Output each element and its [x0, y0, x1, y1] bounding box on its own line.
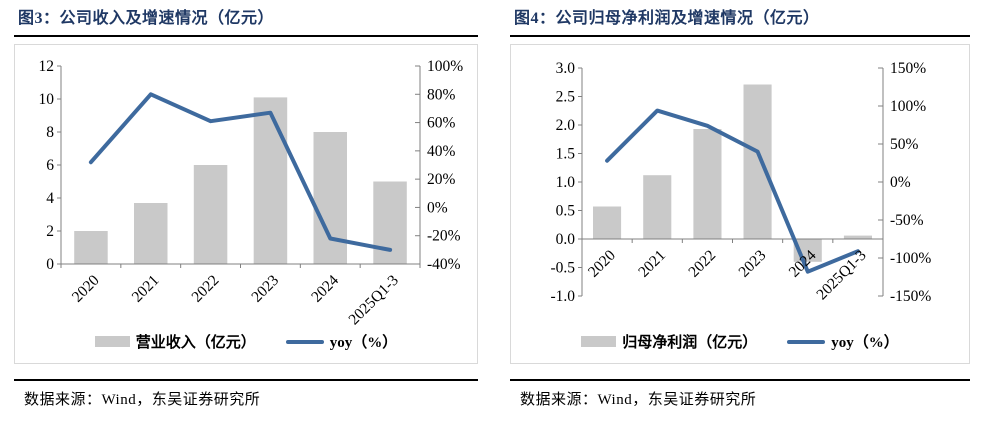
svg-text:2025Q1-3: 2025Q1-3 — [345, 272, 402, 329]
legend-item-yoy: yoy（%） — [787, 331, 899, 352]
svg-text:2020: 2020 — [69, 272, 103, 306]
legend-item-revenue: 营业收入（亿元） — [94, 331, 256, 352]
legend-label-net-profit: 归母净利润（亿元） — [622, 335, 758, 351]
svg-text:10: 10 — [39, 91, 55, 108]
bar-swatch-icon — [581, 336, 617, 347]
svg-text:-100%: -100% — [890, 250, 931, 267]
svg-text:8: 8 — [46, 124, 54, 141]
svg-text:0.0: 0.0 — [556, 231, 576, 248]
svg-text:0%: 0% — [890, 174, 911, 191]
svg-text:6: 6 — [46, 157, 54, 174]
figure-3-source-divider — [14, 379, 478, 381]
figure-3-title-underline — [14, 35, 478, 37]
svg-text:2.0: 2.0 — [556, 117, 576, 134]
legend-label-yoy: yoy（%） — [831, 335, 899, 351]
svg-text:2023: 2023 — [248, 272, 282, 306]
svg-text:1.5: 1.5 — [556, 146, 576, 163]
svg-text:0%: 0% — [427, 199, 448, 216]
figure-4-chart-area: 3.0 2.5 2.0 1.5 1.0 0.5 0.0 -0.5 -1.0 150% 100% 50%… — [510, 44, 970, 364]
net-profit-yoy-chart: 3.0 2.5 2.0 1.5 1.0 0.5 0.0 -0.5 -1.0 150% 100% 50%… — [550, 60, 931, 305]
figure-3-title: 图3：公司收入及增速情况（亿元） — [18, 10, 275, 27]
svg-text:-0.5: -0.5 — [550, 260, 575, 277]
svg-text:12: 12 — [39, 58, 55, 75]
legend-label-revenue: 营业收入（亿元） — [135, 335, 256, 351]
legend-item-net-profit: 归母净利润（亿元） — [581, 331, 757, 352]
line-swatch-icon — [787, 339, 826, 344]
svg-text:2022: 2022 — [685, 247, 719, 281]
svg-text:2.5: 2.5 — [556, 89, 576, 106]
figure-4-title: 图4：公司归母净利润及增速情况（亿元） — [514, 10, 820, 27]
figure-4-legend: 归母净利润（亿元） yoy（%） — [511, 331, 969, 352]
svg-text:2024: 2024 — [308, 272, 342, 306]
svg-text:4: 4 — [46, 190, 54, 207]
figure-3-source-note: 数据来源：Wind，东吴证券研究所 — [24, 392, 261, 408]
figure-4-source-divider — [510, 379, 970, 381]
svg-text:2021: 2021 — [635, 247, 669, 281]
svg-text:100%: 100% — [427, 58, 463, 75]
figure-3-legend: 营业收入（亿元） yoy（%） — [15, 331, 477, 352]
svg-text:0: 0 — [46, 256, 54, 273]
svg-text:2021: 2021 — [129, 272, 163, 306]
svg-text:2023: 2023 — [735, 247, 769, 281]
svg-text:40%: 40% — [427, 143, 456, 160]
svg-text:100%: 100% — [890, 98, 926, 115]
svg-text:2022: 2022 — [188, 272, 222, 306]
legend-item-yoy: yoy（%） — [285, 331, 398, 352]
svg-text:50%: 50% — [890, 136, 919, 153]
figure-3-panel: 图3：公司收入及增速情况（亿元） 12 10 8 6 4 2 0 100% 80% 60% 40% 2… — [14, 6, 478, 409]
revenue-yoy-chart: 12 10 8 6 4 2 0 100% 80% 60% 40% 20% 0% -20% -40% 2020 2… — [39, 58, 464, 329]
svg-text:-40%: -40% — [427, 256, 461, 273]
figure-3-chart-area: 12 10 8 6 4 2 0 100% 80% 60% 40% 20% 0% -20% -40% 2020 2… — [14, 44, 478, 364]
svg-text:3.0: 3.0 — [556, 60, 576, 77]
svg-text:0.5: 0.5 — [556, 203, 576, 220]
svg-text:150%: 150% — [890, 60, 926, 77]
svg-text:-20%: -20% — [427, 228, 461, 245]
svg-text:20%: 20% — [427, 171, 456, 188]
svg-text:-50%: -50% — [890, 212, 924, 229]
legend-label-yoy: yoy（%） — [329, 335, 398, 351]
svg-text:60%: 60% — [427, 115, 456, 132]
svg-text:-150%: -150% — [890, 288, 931, 305]
figure-4-panel: 图4：公司归母净利润及增速情况（亿元） 3.0 2.5 2.0 1.5 1.0 0.5 0.… — [510, 6, 970, 409]
svg-text:-1.0: -1.0 — [550, 288, 575, 305]
svg-text:80%: 80% — [427, 86, 456, 103]
svg-text:1.0: 1.0 — [556, 174, 576, 191]
svg-text:2: 2 — [46, 223, 54, 240]
figure-4-source-note: 数据来源：Wind，东吴证券研究所 — [520, 392, 757, 408]
bar-swatch-icon — [94, 336, 130, 347]
figure-4-title-underline — [510, 35, 970, 37]
line-swatch-icon — [285, 339, 324, 344]
svg-text:2020: 2020 — [585, 247, 619, 281]
